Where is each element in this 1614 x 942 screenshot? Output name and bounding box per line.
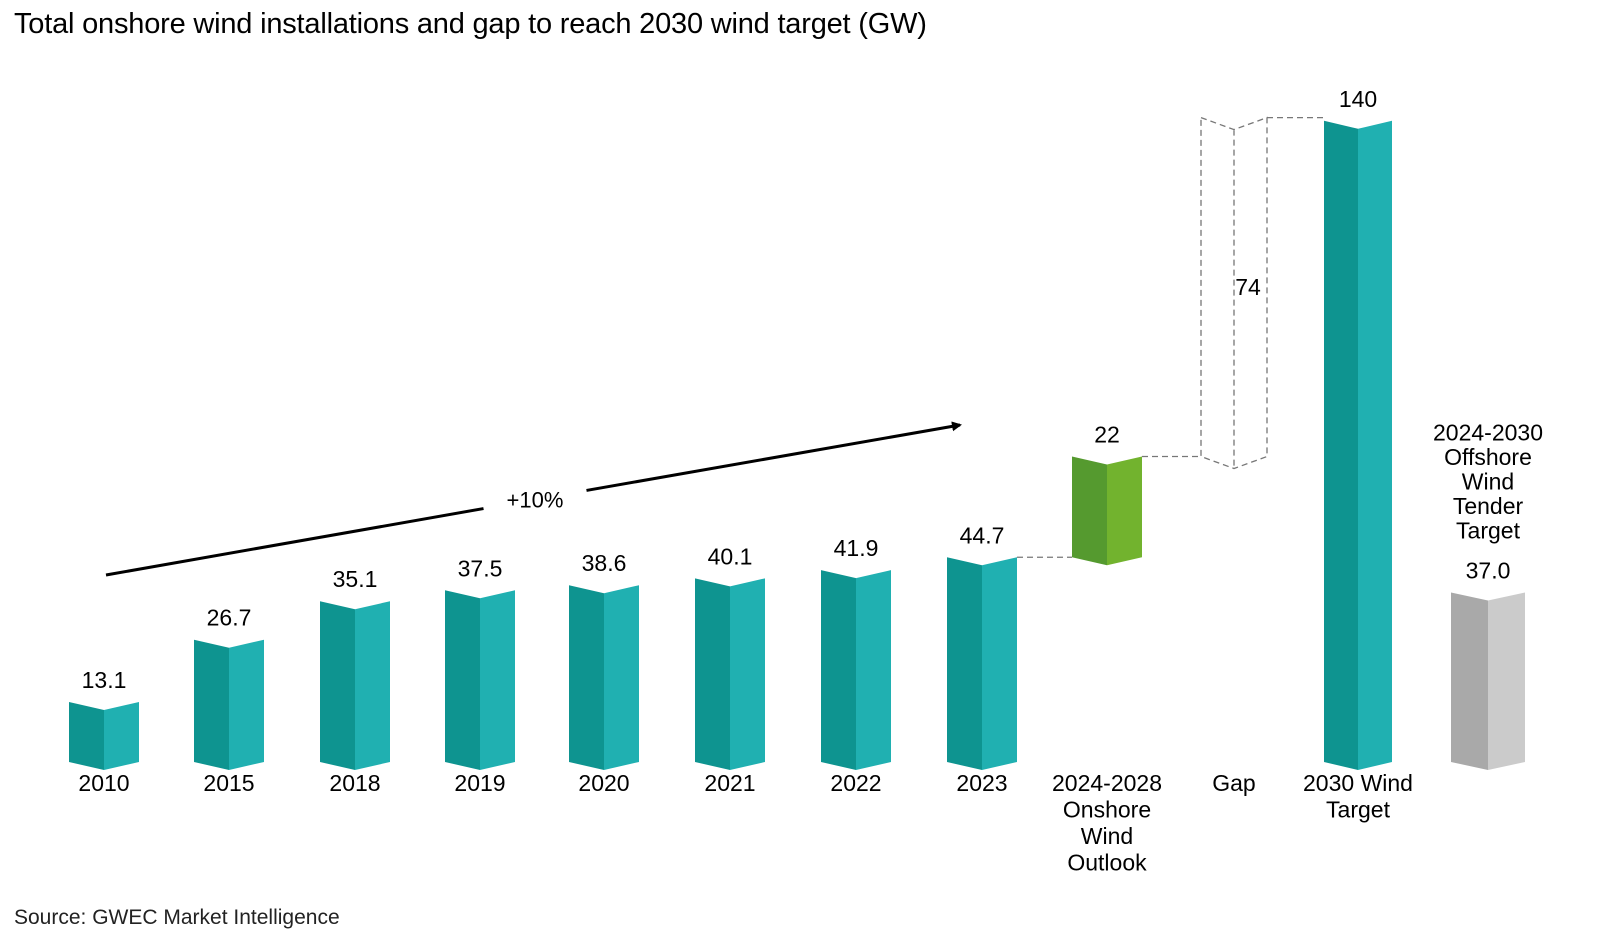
- bar-2024-2030-offshore-wind-tender-target: [1451, 592, 1525, 770]
- bar-2019-right-face: [480, 590, 515, 770]
- category-label-2024-2030-offshore-wind-tender-target-0: 2024-2030: [1433, 420, 1543, 446]
- category-label-2024-2028-onshore-wind-outlook-0: 2024-2028: [1052, 770, 1162, 796]
- growth-arrow-head: [586, 421, 962, 492]
- category-label-2024-2030-offshore-wind-tender-target-1: Offshore: [1444, 444, 1532, 470]
- growth-annotation-label: +10%: [507, 488, 564, 513]
- category-label-2030-wind-target-0: 2030 Wind: [1303, 770, 1413, 796]
- value-label-2030-wind-target: 140: [1339, 86, 1377, 112]
- bar-2018-left-face: [320, 601, 355, 770]
- value-label-2010: 13.1: [82, 667, 127, 693]
- value-label-2020: 38.6: [582, 550, 627, 576]
- bar-2022-right-face: [856, 570, 891, 770]
- bar-2020-left-face: [569, 585, 604, 770]
- category-label-2023: 2023: [956, 770, 1007, 796]
- growth-arrow-tail: [105, 507, 484, 577]
- bar-2010: [69, 702, 139, 770]
- bar-2024-2028-onshore-wind-outlook-right-face: [1107, 456, 1142, 566]
- bar-2018-right-face: [355, 601, 390, 770]
- bar-2022-left-face: [821, 570, 856, 770]
- value-label-2024-2028-onshore-wind-outlook: 22: [1094, 422, 1120, 448]
- value-label-2015: 26.7: [207, 605, 252, 631]
- labels-layer: 13.1 2010 26.7 2015 35.1 2018 37.5 2019 38.6 2020…: [78, 86, 1543, 876]
- category-label-2030-wind-target-1: Target: [1326, 797, 1391, 823]
- bar-2015-left-face: [194, 639, 229, 770]
- value-label-2022: 41.9: [834, 535, 879, 561]
- category-label-2024-2028-onshore-wind-outlook-2: Wind: [1081, 823, 1133, 849]
- category-label-2010: 2010: [78, 770, 129, 796]
- bar-2024-2030-offshore-wind-tender-target-right-face: [1488, 592, 1525, 770]
- category-label-2019: 2019: [454, 770, 505, 796]
- category-label-2021: 2021: [704, 770, 755, 796]
- value-label-2018: 35.1: [333, 566, 378, 592]
- bar-2021: [695, 578, 765, 770]
- bar-2010-right-face: [104, 702, 139, 770]
- value-label-2019: 37.5: [458, 555, 503, 581]
- category-label-2024-2030-offshore-wind-tender-target-4: Target: [1456, 518, 1521, 544]
- value-label-gap: 74: [1235, 274, 1261, 300]
- value-label-2021: 40.1: [708, 543, 753, 569]
- bar-2024-2028-onshore-wind-outlook: [1072, 456, 1142, 566]
- bar-2030-wind-target-right-face: [1358, 120, 1392, 771]
- category-label-2022: 2022: [830, 770, 881, 796]
- bar-2023: [947, 557, 1017, 770]
- bars-layer: [69, 116, 1525, 771]
- bar-2023-left-face: [947, 557, 982, 770]
- bar-2023-right-face: [982, 557, 1017, 770]
- bar-2021-left-face: [695, 578, 730, 770]
- bar-2024-2028-onshore-wind-outlook-left-face: [1072, 456, 1107, 566]
- category-label-2020: 2020: [578, 770, 629, 796]
- bar-2018: [320, 601, 390, 770]
- bar-2022: [821, 570, 891, 770]
- bar-2015-right-face: [229, 639, 264, 770]
- bar-2020: [569, 585, 639, 770]
- bar-gap: [1200, 116, 1268, 470]
- value-label-2024-2030-offshore-wind-tender-target: 37.0: [1466, 558, 1511, 584]
- chart-title: Total onshore wind installations and gap…: [14, 8, 927, 40]
- bar-2030-wind-target-left-face: [1324, 120, 1358, 771]
- bar-2030-wind-target: [1324, 120, 1392, 771]
- bar-gap-outline: [1200, 116, 1268, 470]
- bar-2019: [445, 590, 515, 770]
- bar-2010-left-face: [69, 702, 104, 770]
- chart-source: Source: GWEC Market Intelligence: [14, 906, 340, 929]
- category-label-2024-2030-offshore-wind-tender-target-2: Wind: [1462, 469, 1514, 495]
- category-label-2024-2028-onshore-wind-outlook-3: Outlook: [1067, 850, 1147, 876]
- category-label-2015: 2015: [203, 770, 254, 796]
- category-label-2024-2030-offshore-wind-tender-target-3: Tender: [1453, 493, 1524, 519]
- category-label-2024-2028-onshore-wind-outlook-1: Onshore: [1063, 797, 1151, 823]
- bar-2020-right-face: [604, 585, 639, 770]
- category-label-2018: 2018: [329, 770, 380, 796]
- bar-2021-right-face: [730, 578, 765, 770]
- bar-2024-2030-offshore-wind-tender-target-left-face: [1451, 592, 1488, 770]
- bar-2019-left-face: [445, 590, 480, 770]
- value-label-2023: 44.7: [960, 522, 1005, 548]
- bar-2015: [194, 639, 264, 770]
- category-label-gap: Gap: [1212, 770, 1255, 796]
